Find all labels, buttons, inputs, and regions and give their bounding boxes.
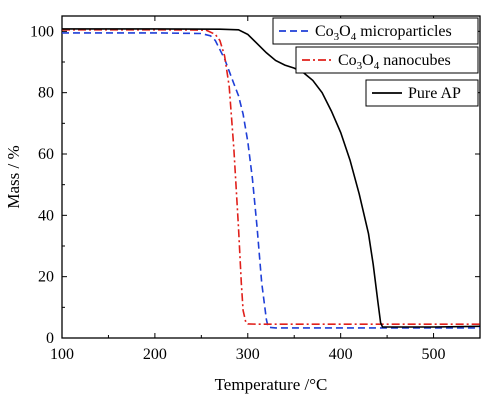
x-tick-label: 200 — [143, 346, 167, 363]
series-line-2 — [62, 28, 480, 328]
x-tick-label: 300 — [236, 346, 260, 363]
legend-box-1 — [295, 46, 479, 74]
axis-ticks: 100 200 300 400 500 0 20 40 60 80 100 — [30, 16, 480, 363]
y-tick-label: 80 — [38, 85, 54, 102]
series-layer — [62, 28, 480, 329]
y-tick-label: 0 — [46, 330, 54, 347]
series-line-1 — [62, 28, 480, 326]
legend-label-0: Co3O4 microparticles — [315, 23, 452, 43]
y-tick-label: 100 — [30, 23, 54, 40]
y-tick-label: 20 — [38, 269, 54, 286]
x-tick-label: 500 — [422, 346, 446, 363]
legend-label-1: Co3O4 nanocubes — [338, 52, 451, 72]
legend-label-2: Pure AP — [408, 85, 461, 102]
x-axis-label: Temperature /°C — [215, 375, 328, 394]
y-axis-label: Mass / % — [4, 145, 23, 208]
x-tick-label: 400 — [329, 346, 353, 363]
x-tick-label: 100 — [50, 346, 74, 363]
series-line-0 — [62, 32, 480, 329]
y-tick-label: 60 — [38, 146, 54, 163]
legend: Co3O4 microparticles Co3O4 nanocubes Pure … — [272, 17, 479, 107]
y-tick-label: 40 — [38, 207, 54, 224]
plot-frame — [61, 15, 481, 339]
